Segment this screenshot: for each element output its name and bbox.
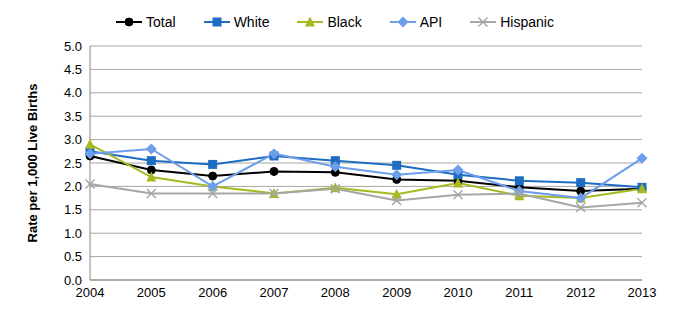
html-text:Black: Black	[327, 14, 362, 30]
svg-text:2013: 2013	[628, 285, 657, 300]
svg-text:2005: 2005	[137, 285, 166, 300]
html-text:Hispanic: Hispanic	[500, 14, 554, 30]
svg-text:2009: 2009	[382, 285, 411, 300]
svg-text:2004: 2004	[75, 285, 105, 301]
svg-text:4.0: 4.0	[64, 85, 82, 100]
html-text:White: White	[233, 14, 270, 30]
svg-text:4.5: 4.5	[64, 62, 82, 77]
svg-text:2006: 2006	[198, 285, 227, 300]
svg-text:3.5: 3.5	[64, 109, 82, 124]
html-text:API: API	[419, 14, 443, 30]
svg-text:2007: 2007	[260, 285, 289, 300]
svg-text:5.0: 5.0	[64, 39, 82, 54]
svg-text:2012: 2012	[566, 285, 595, 300]
svg-text:2011: 2011	[505, 285, 533, 300]
svg-text:0.0: 0.0	[64, 273, 82, 288]
svg-text:Rate per 1,000 Live Births: Rate per 1,000 Live Births	[25, 84, 40, 243]
svg-text:2008: 2008	[321, 285, 350, 300]
svg-text:1.5: 1.5	[64, 202, 82, 217]
svg-text:2010: 2010	[444, 285, 473, 300]
svg-text:0.5: 0.5	[64, 249, 82, 264]
html-text:Total: Total	[146, 14, 176, 30]
svg-text:2.0: 2.0	[64, 179, 82, 194]
svg-text:1.0: 1.0	[64, 226, 82, 241]
svg-text:3.0: 3.0	[64, 132, 82, 147]
svg-text:2.5: 2.5	[64, 156, 82, 171]
